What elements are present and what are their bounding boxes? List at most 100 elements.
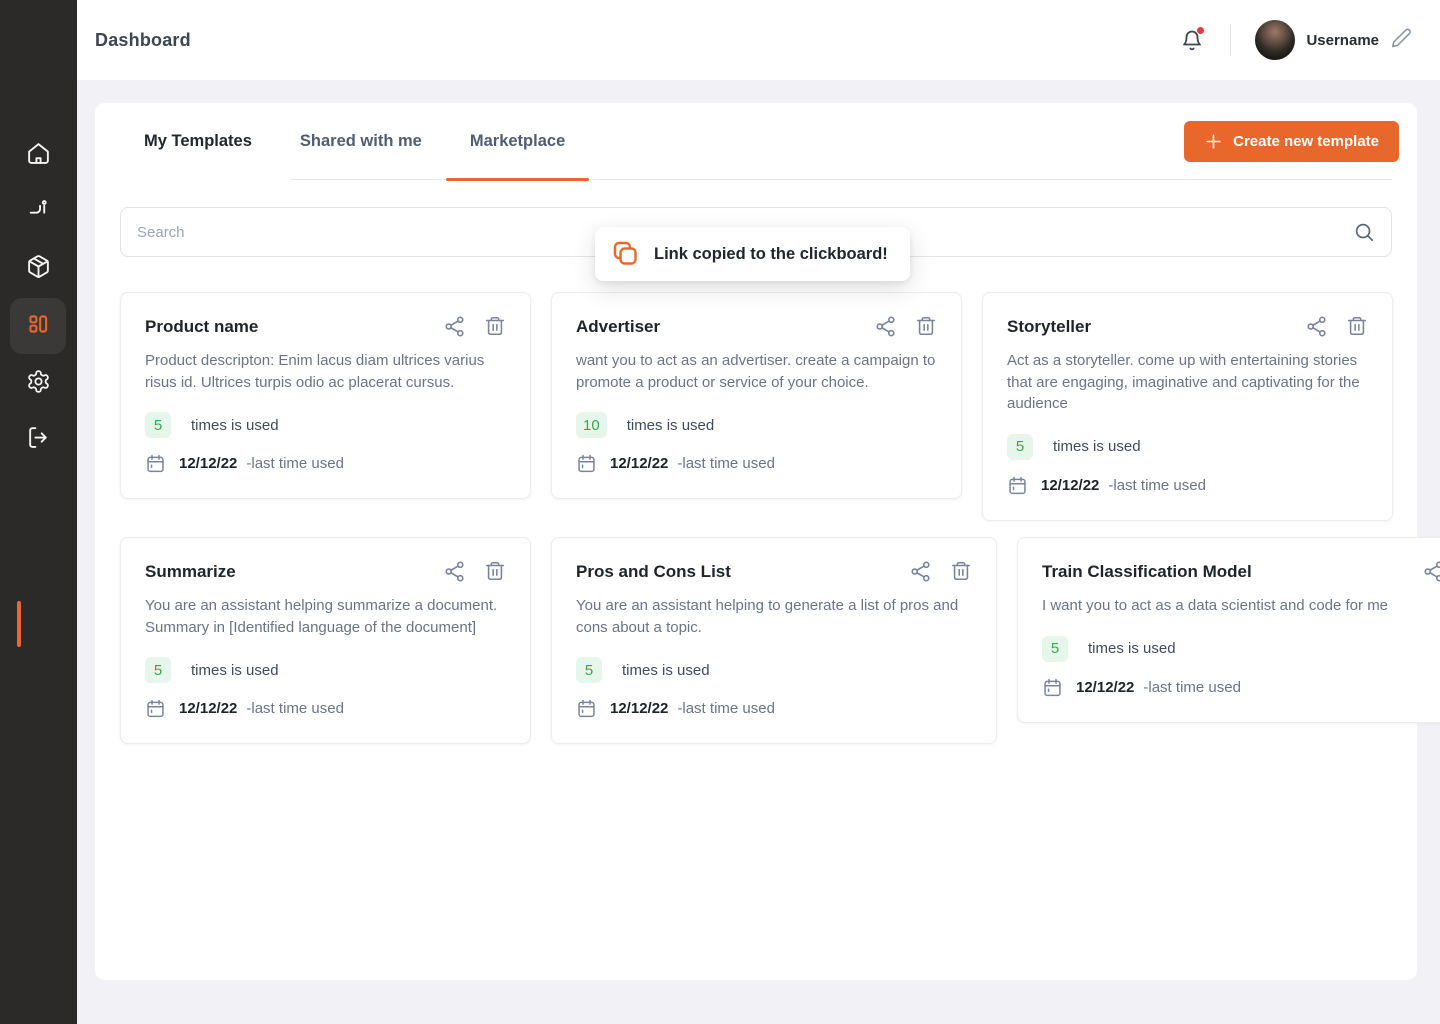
- share-icon[interactable]: [443, 560, 466, 583]
- card-title: Pros and Cons List: [576, 562, 731, 581]
- sidebar-item-logout[interactable]: [10, 412, 66, 468]
- template-card-product-name[interactable]: Product name: [120, 292, 531, 499]
- template-card-storyteller[interactable]: Storyteller: [982, 292, 1393, 521]
- tab-shared-with-me[interactable]: Shared with me: [276, 103, 446, 180]
- tab-label: My Templates: [144, 132, 252, 150]
- share-icon[interactable]: [443, 315, 466, 338]
- package-icon: [26, 254, 51, 284]
- analytics-icon: [26, 197, 51, 227]
- sidebar-item-analytics[interactable]: [10, 184, 66, 240]
- last-used-date: 12/12/22: [610, 455, 669, 472]
- template-card-summarize[interactable]: Summarize: [120, 537, 531, 744]
- page-title: Dashboard: [95, 29, 191, 50]
- usage-label: times is used: [191, 661, 279, 679]
- tab-marketplace[interactable]: Marketplace: [445, 103, 590, 181]
- active-tab-indicator: [445, 178, 590, 181]
- tab-label: Shared with me: [299, 132, 422, 150]
- calendar-icon: [1042, 677, 1063, 698]
- plus-icon: [1204, 132, 1223, 151]
- username-label: Username: [1306, 31, 1379, 49]
- card-description: I want you to act as a data scientist an…: [1042, 597, 1389, 614]
- usage-label: times is used: [1053, 438, 1141, 455]
- trash-icon[interactable]: [950, 560, 972, 583]
- home-icon: [26, 141, 51, 171]
- usage-label: times is used: [626, 416, 715, 434]
- calendar-icon: [145, 453, 166, 474]
- search-icon[interactable]: [1353, 221, 1375, 243]
- usage-label: times is used: [191, 416, 279, 434]
- last-used-date: 12/12/22: [1076, 678, 1135, 696]
- active-indicator-bar: [17, 601, 21, 647]
- card-title: Product name: [145, 317, 259, 336]
- share-icon[interactable]: [874, 315, 897, 338]
- edit-profile-button[interactable]: [1391, 27, 1412, 53]
- calendar-icon: [576, 698, 597, 719]
- card-title: Train Classification Model: [1042, 562, 1252, 581]
- top-header: Dashboard Username: [77, 0, 1440, 80]
- tabs: My Templates Shared with me Marketplace: [120, 103, 590, 181]
- last-used-label: -last time used: [246, 700, 344, 717]
- usage-count-badge: 5: [145, 657, 171, 683]
- templates-grid-icon: [25, 311, 51, 342]
- card-title: Summarize: [145, 562, 236, 581]
- trash-icon[interactable]: [484, 560, 506, 583]
- main-panel: My Templates Shared with me Marketplace …: [95, 103, 1440, 980]
- sidebar-item-home[interactable]: [10, 128, 66, 184]
- create-button-label: Create new template: [1233, 133, 1379, 150]
- card-description: Product descripton: Enim lacus diam ultr…: [145, 352, 485, 391]
- usage-count-badge: 5: [576, 657, 602, 683]
- create-new-template-button[interactable]: Create new template: [1184, 121, 1399, 162]
- sidebar-item-packages[interactable]: [10, 241, 66, 297]
- calendar-icon: [1007, 475, 1028, 496]
- cards-row-1: Product name: [120, 292, 1393, 521]
- usage-count-badge: 10: [576, 412, 607, 438]
- usage-count-badge: 5: [1007, 433, 1033, 460]
- card-title: Advertiser: [576, 317, 661, 336]
- gear-icon: [26, 369, 51, 399]
- usage-label: times is used: [1088, 640, 1176, 657]
- trash-icon[interactable]: [484, 315, 506, 338]
- notification-dot: [1197, 27, 1205, 34]
- card-description: want you to act as an advertiser. create…: [576, 352, 936, 391]
- toast-link-copied: Link copied to the clickboard!: [595, 227, 910, 281]
- template-card-advertiser[interactable]: Advertiser: [551, 292, 962, 499]
- calendar-icon: [145, 698, 166, 719]
- last-used-date: 12/12/22: [610, 700, 669, 717]
- trash-icon[interactable]: [1346, 315, 1368, 338]
- bell-icon: [1180, 30, 1204, 56]
- card-description: You are an assistant helping to generate…: [576, 597, 959, 636]
- template-card-train-classification-model[interactable]: Train Classification Model: [1017, 537, 1440, 723]
- logout-icon: [26, 425, 51, 455]
- share-icon[interactable]: [1422, 560, 1440, 583]
- header-divider: [1230, 24, 1232, 56]
- sidebar-item-settings[interactable]: [10, 356, 66, 412]
- share-icon[interactable]: [909, 560, 932, 583]
- usage-count-badge: 5: [1042, 635, 1068, 662]
- template-card-pros-and-cons[interactable]: Pros and Cons List: [551, 537, 997, 744]
- last-used-date: 12/12/22: [1041, 476, 1100, 494]
- usage-label: times is used: [622, 661, 710, 679]
- last-used-date: 12/12/22: [179, 700, 238, 717]
- trash-icon[interactable]: [915, 315, 937, 338]
- tabs-divider: [290, 179, 1392, 180]
- last-used-label: -last time used: [246, 455, 344, 472]
- tab-label: Marketplace: [469, 132, 566, 150]
- sidebar-item-templates[interactable]: [10, 298, 66, 647]
- card-description: Act as a storyteller. come up with enter…: [1007, 352, 1360, 412]
- tab-my-templates[interactable]: My Templates: [120, 103, 276, 180]
- share-icon[interactable]: [1305, 315, 1328, 338]
- last-used-date: 12/12/22: [179, 455, 238, 472]
- calendar-icon: [576, 453, 597, 474]
- last-used-label: -last time used: [677, 455, 775, 472]
- avatar[interactable]: [1255, 20, 1296, 60]
- card-description: You are an assistant helping summarize a…: [145, 597, 498, 636]
- notifications-button[interactable]: [1180, 27, 1205, 52]
- cards-row-2: Summarize: [120, 537, 1440, 744]
- toast-message: Link copied to the clickboard!: [654, 244, 888, 263]
- last-used-label: -last time used: [1143, 678, 1241, 696]
- card-title: Storyteller: [1007, 317, 1092, 336]
- pencil-icon: [1391, 27, 1412, 53]
- sidebar: [0, 0, 77, 1024]
- copy-icon: [609, 238, 641, 270]
